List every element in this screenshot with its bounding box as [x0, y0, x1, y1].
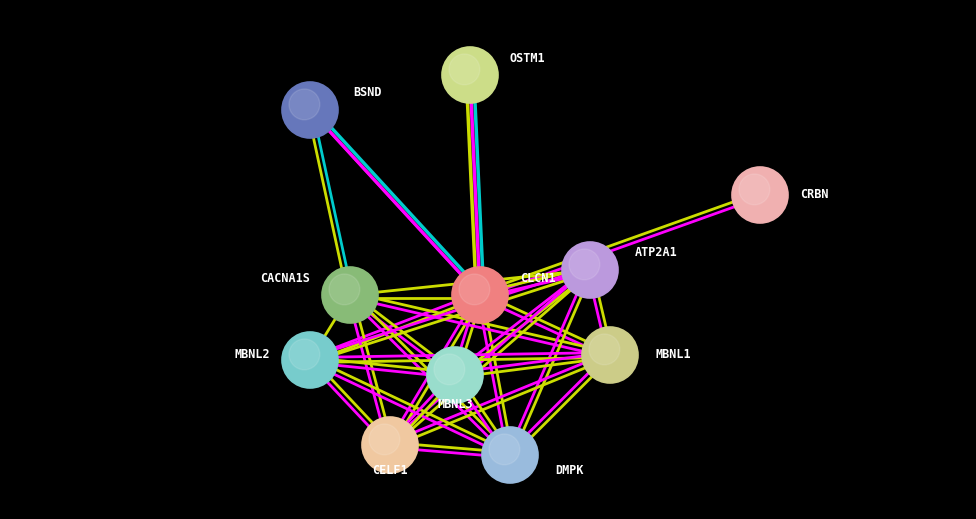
Circle shape: [289, 89, 320, 120]
Circle shape: [589, 334, 620, 365]
Circle shape: [282, 82, 338, 138]
Circle shape: [732, 167, 788, 223]
Text: MBNL1: MBNL1: [655, 348, 691, 362]
Circle shape: [434, 354, 465, 385]
Circle shape: [562, 242, 618, 298]
Circle shape: [322, 267, 378, 323]
Text: CRBN: CRBN: [800, 188, 829, 201]
Circle shape: [739, 174, 770, 205]
Circle shape: [582, 327, 638, 383]
Circle shape: [282, 332, 338, 388]
Circle shape: [369, 424, 400, 455]
Text: BSND: BSND: [353, 87, 382, 100]
Circle shape: [442, 47, 498, 103]
Circle shape: [569, 249, 600, 280]
Circle shape: [362, 417, 418, 473]
Text: MBNL2: MBNL2: [234, 348, 270, 362]
Circle shape: [459, 274, 490, 305]
Circle shape: [452, 267, 508, 323]
Circle shape: [482, 427, 538, 483]
Circle shape: [489, 434, 520, 465]
Circle shape: [427, 347, 483, 403]
Circle shape: [329, 274, 360, 305]
Text: DMPK: DMPK: [555, 463, 584, 476]
Circle shape: [289, 339, 320, 370]
Text: OSTM1: OSTM1: [510, 51, 546, 64]
Text: MBNL3: MBNL3: [437, 399, 472, 412]
Text: ATP2A1: ATP2A1: [635, 247, 677, 260]
Text: CACNA1S: CACNA1S: [261, 271, 310, 284]
Circle shape: [449, 54, 480, 85]
Text: CELF1: CELF1: [372, 463, 408, 476]
Text: CLCN1: CLCN1: [520, 271, 555, 284]
